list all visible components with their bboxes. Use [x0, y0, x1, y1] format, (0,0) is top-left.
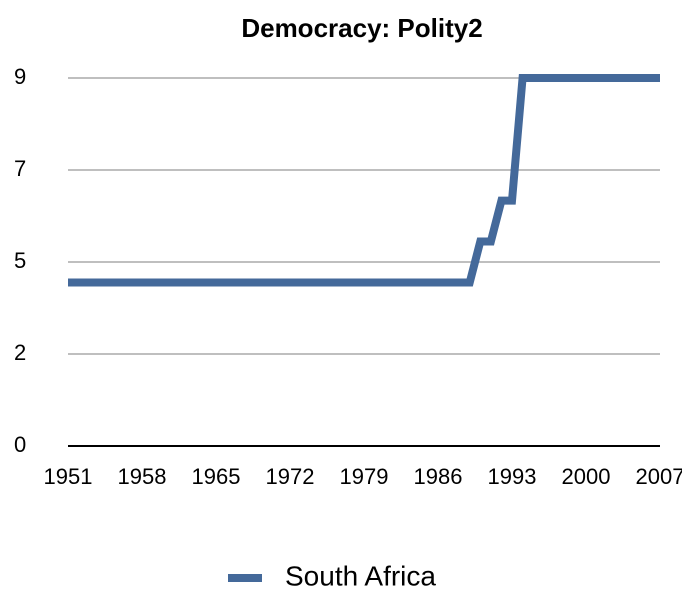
- y-tick-label: 5: [14, 248, 26, 273]
- y-tick-label: 7: [14, 156, 26, 181]
- x-tick-label: 1958: [118, 464, 167, 489]
- x-tick-label: 1951: [44, 464, 93, 489]
- x-tick-label: 1986: [414, 464, 463, 489]
- x-tick-label: 1965: [192, 464, 241, 489]
- y-tick-label: 2: [14, 340, 26, 365]
- legend-label: South Africa: [285, 560, 436, 591]
- x-tick-label: 1979: [340, 464, 389, 489]
- y-tick-label: 9: [14, 64, 26, 89]
- x-tick-label: 2007: [636, 464, 682, 489]
- x-tick-label: 2000: [562, 464, 611, 489]
- x-tick-label: 1972: [266, 464, 315, 489]
- data-line: [68, 74, 660, 287]
- y-tick-label: 0: [14, 432, 26, 457]
- chart-title: Democracy: Polity2: [241, 13, 482, 43]
- x-tick-label: 1993: [488, 464, 537, 489]
